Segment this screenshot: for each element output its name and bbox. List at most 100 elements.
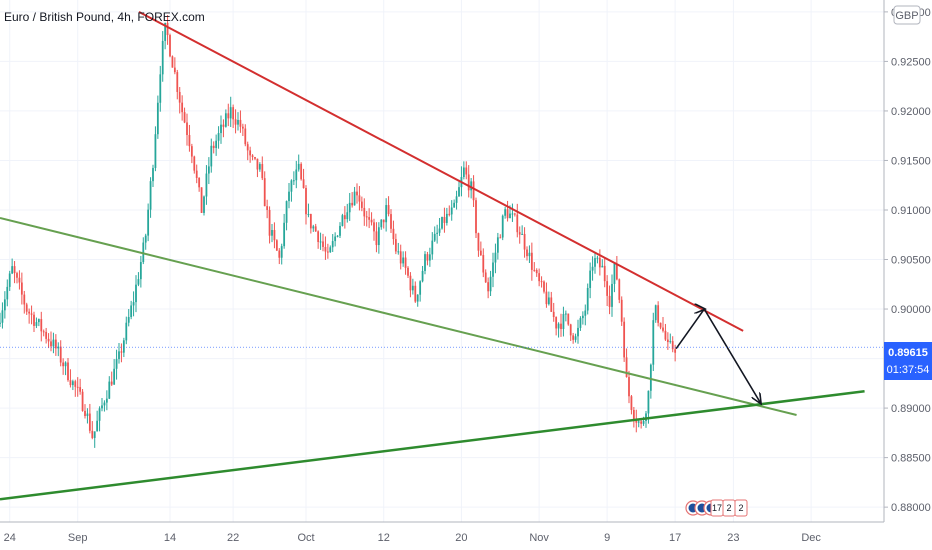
economic-events[interactable]: 17 2 2 <box>685 499 748 517</box>
candle <box>326 243 329 259</box>
x-tick-label: Oct <box>297 532 314 544</box>
candle <box>654 304 657 323</box>
candle <box>360 196 363 212</box>
candle <box>399 244 402 270</box>
event-badge-count: 2 <box>726 503 731 513</box>
candle <box>472 175 475 207</box>
candle <box>436 224 439 244</box>
candle <box>239 110 242 133</box>
candle <box>445 207 448 226</box>
candle <box>246 141 249 161</box>
candle <box>125 316 128 345</box>
candle <box>147 203 150 242</box>
candle <box>215 134 218 156</box>
candle <box>268 206 271 244</box>
candle <box>149 177 152 218</box>
candle <box>482 248 485 278</box>
candle <box>57 342 60 357</box>
candle <box>606 275 609 307</box>
candle <box>385 198 388 232</box>
candle <box>74 379 77 397</box>
candle <box>193 155 196 174</box>
candle <box>30 305 33 325</box>
candle <box>581 311 584 325</box>
candle <box>657 301 660 327</box>
candle <box>93 431 96 448</box>
candle <box>88 403 91 434</box>
candle <box>71 379 74 391</box>
candle <box>164 22 167 50</box>
candle <box>479 241 482 256</box>
candle <box>343 206 346 229</box>
candle <box>159 65 162 112</box>
candle <box>601 259 604 268</box>
candle <box>465 161 468 180</box>
candle <box>518 226 521 244</box>
candle <box>181 95 184 121</box>
candle <box>139 255 142 288</box>
candle <box>353 186 356 206</box>
candle <box>540 276 543 288</box>
candle <box>390 209 392 234</box>
candle <box>25 302 28 315</box>
candle <box>557 322 560 338</box>
candle <box>212 141 215 154</box>
candle <box>526 246 528 261</box>
y-tick-label: 0.91500 <box>891 155 931 167</box>
candle <box>419 280 422 302</box>
candle <box>144 233 147 250</box>
candle <box>280 243 283 265</box>
candle <box>331 234 334 252</box>
candle <box>171 55 174 68</box>
time-axis[interactable]: 24 Sep 14 22 Oct 12 20 Nov 9 17 23 Dec <box>0 521 932 550</box>
candle <box>84 404 86 419</box>
candle <box>37 318 40 327</box>
candle <box>351 192 354 208</box>
candle <box>198 177 201 192</box>
upper-support-trendline[interactable] <box>0 216 797 416</box>
candle <box>574 333 577 343</box>
candle <box>249 146 252 163</box>
candle <box>579 316 582 331</box>
event-badge[interactable] <box>734 499 748 517</box>
candle <box>414 281 417 303</box>
candle <box>54 334 57 356</box>
candle <box>450 200 453 221</box>
x-tick-label: 23 <box>727 532 739 544</box>
candle <box>397 242 400 255</box>
candle <box>79 378 82 395</box>
candle <box>363 198 366 226</box>
candle <box>69 369 72 388</box>
candle <box>433 226 436 242</box>
price-axis[interactable]: 0.930000.925000.920000.915000.910000.905… <box>883 0 932 522</box>
candle <box>669 333 672 344</box>
candle <box>356 183 358 204</box>
projection-arrow[interactable] <box>675 309 761 403</box>
candle <box>222 119 225 138</box>
candle <box>261 156 264 181</box>
candle <box>62 358 65 375</box>
resistance-trendline[interactable] <box>138 11 744 332</box>
candle <box>543 280 545 294</box>
candle <box>91 421 94 440</box>
candle <box>494 243 497 274</box>
candle <box>103 400 106 412</box>
candle <box>632 406 635 428</box>
candle <box>81 389 84 412</box>
candle <box>547 291 550 306</box>
candle <box>278 248 281 265</box>
candle <box>305 185 307 225</box>
candle <box>552 302 555 322</box>
candle <box>341 213 344 227</box>
candle <box>309 213 312 234</box>
currency-label: GBP <box>895 10 918 22</box>
candle <box>64 361 67 376</box>
lower-support-trendline[interactable] <box>0 390 865 501</box>
candle <box>52 332 55 354</box>
candle <box>555 316 558 336</box>
candle <box>402 251 405 267</box>
x-tick-label: Dec <box>801 532 821 544</box>
candle <box>489 270 492 297</box>
currency-button[interactable]: GBP <box>893 5 921 25</box>
